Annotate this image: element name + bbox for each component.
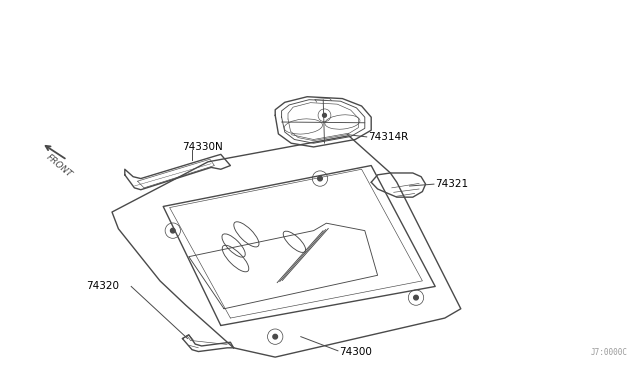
- Circle shape: [317, 176, 323, 181]
- Circle shape: [413, 295, 419, 300]
- Text: FRONT: FRONT: [44, 152, 74, 179]
- Text: 74320: 74320: [86, 282, 120, 291]
- Circle shape: [323, 113, 326, 117]
- Text: 74321: 74321: [435, 179, 468, 189]
- Text: 74300: 74300: [339, 347, 372, 356]
- Text: J7:0000C: J7:0000C: [590, 348, 627, 357]
- Circle shape: [273, 334, 278, 339]
- Circle shape: [170, 228, 175, 233]
- Text: 74314R: 74314R: [368, 132, 408, 142]
- Text: 74330N: 74330N: [182, 142, 223, 152]
